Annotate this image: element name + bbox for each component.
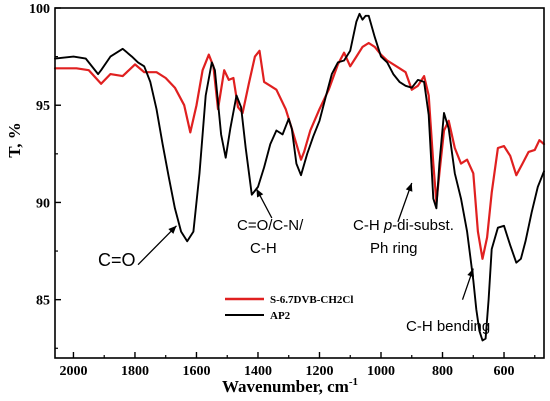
annotation-c-h-pdisubst: C-H p-di-subst. (353, 217, 454, 234)
x-tick-label: 1400 (244, 364, 272, 379)
annotation-arrow-head (168, 225, 177, 234)
x-tick-label: 600 (494, 364, 515, 379)
legend-label-ap2: AP2 (270, 310, 291, 322)
legend-label-s67dvb: S-6.7DVB-CH2Cl (270, 294, 353, 306)
x-tick-label: 2000 (59, 364, 87, 379)
y-tick-label: 85 (36, 294, 50, 309)
x-tick-label: 1600 (182, 364, 210, 379)
annotation-c-h-pdisubst-text: C-H (353, 217, 384, 234)
series-layer (53, 12, 546, 342)
annotation-c-h: C-H (250, 240, 277, 257)
series-line-ap2 (54, 12, 545, 342)
annotation-arrow-head (405, 183, 413, 192)
annotation-arrow-head (256, 188, 264, 198)
x-tick-label: 800 (432, 364, 453, 379)
x-tick-label: 1000 (367, 364, 395, 379)
annotation-arrow-head (467, 268, 474, 278)
y-tick-label: 95 (36, 99, 50, 114)
x-tick-label: 1200 (305, 364, 333, 379)
annotation-pdisubst-rest: -di-subst. (392, 217, 454, 234)
annotation-c-h-bending: C-H bending (406, 318, 490, 335)
ticks-layer: 2000 1800 1600 1400 1200 1000 800 600 100 95 90 85 (29, 2, 536, 379)
annotation-c-o-c-n: C=O/C-N/ (237, 217, 304, 234)
y-axis-title: T, % (5, 122, 24, 158)
x-tick-label: 1800 (121, 364, 149, 379)
y-tick-label: 90 (36, 196, 50, 211)
annotation-p-italic: p (383, 217, 392, 234)
plot-frame (54, 7, 545, 359)
annotation-c-o: C=O (98, 250, 136, 270)
series-line-s-6-7dvb-ch2cl (53, 41, 546, 260)
y-tick-label: 100 (29, 2, 50, 17)
x-axis-title-text: Wavenumber, cm (222, 377, 349, 396)
x-axis-title-sup: -1 (349, 376, 358, 388)
legend: S-6.7DVB-CH2Cl AP2 (225, 294, 353, 322)
annotations: C=O C=O/C-N/ C-H C-H p-di-subst. Ph ring… (98, 217, 490, 335)
x-axis-title: Wavenumber, cm-1 (222, 376, 358, 396)
annotation-arrow-line (137, 225, 177, 266)
annotation-ph-ring: Ph ring (370, 240, 418, 257)
annotation-arrows (137, 182, 474, 300)
